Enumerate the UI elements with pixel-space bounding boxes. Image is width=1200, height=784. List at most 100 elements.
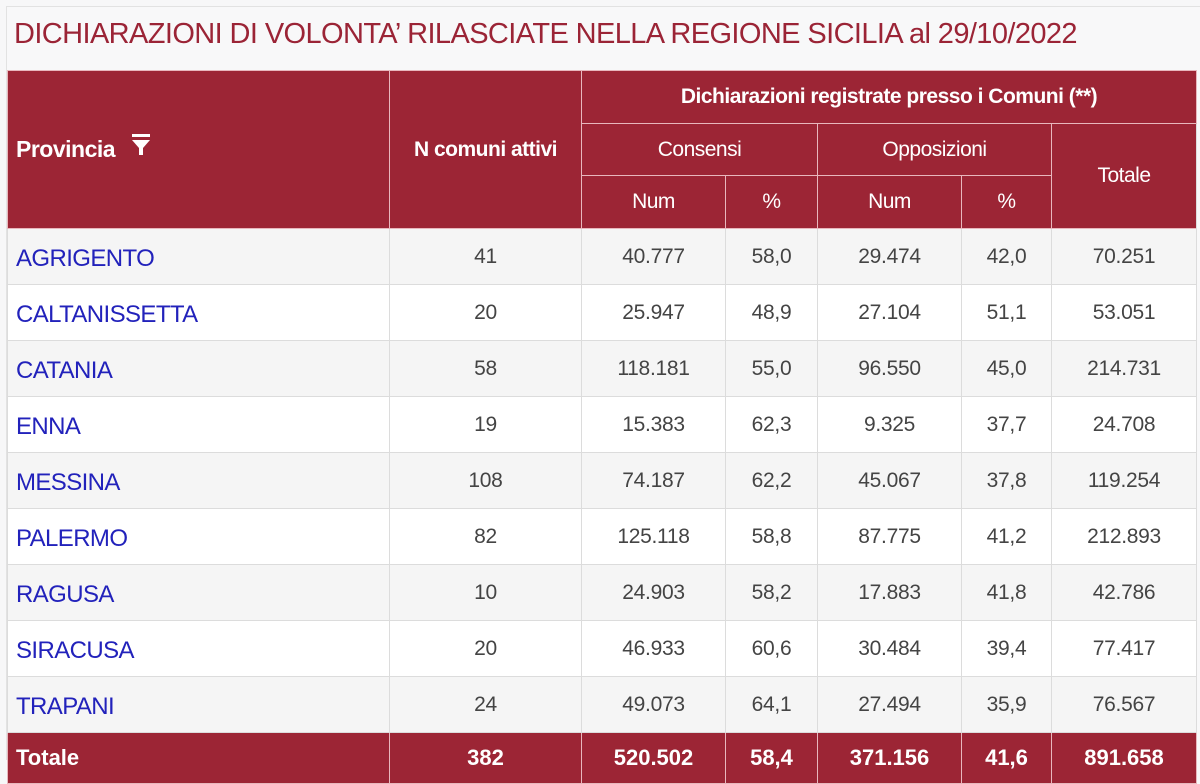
cell-consensi-num: 25.947 (581, 284, 726, 341)
cell-consensi-pct: 58,2 (725, 564, 818, 621)
totals-label: Totale (7, 732, 390, 784)
cell-opposizioni-pct: 39,4 (961, 620, 1052, 677)
cell-totale: 212.893 (1051, 508, 1197, 565)
provincia-link[interactable]: CATANIA (7, 340, 390, 397)
table-edge (1196, 340, 1199, 397)
provincia-label: Provincia (16, 136, 116, 162)
table-edge (1196, 676, 1199, 733)
cell-totale: 76.567 (1051, 676, 1197, 733)
column-group-dichiarazioni: Dichiarazioni registrate presso i Comuni… (581, 70, 1197, 124)
table-edge (1196, 732, 1199, 784)
cell-consensi-num: 46.933 (581, 620, 726, 677)
table-row: PALERMO 82 125.118 58,8 87.775 41,2 212.… (7, 508, 1199, 565)
table-row: CALTANISSETTA 20 25.947 48,9 27.104 51,1… (7, 284, 1199, 341)
table-edge (1196, 284, 1199, 341)
cell-comuni: 20 (389, 284, 582, 341)
cell-opposizioni-pct: 37,8 (961, 452, 1052, 509)
cell-opposizioni-num: 9.325 (817, 396, 962, 453)
table-edge (1196, 620, 1199, 677)
cell-consensi-pct: 62,3 (725, 396, 818, 453)
cell-opposizioni-num: 27.104 (817, 284, 962, 341)
cell-consensi-pct: 55,0 (725, 340, 818, 397)
table-edge (1196, 70, 1199, 229)
cell-totale: 70.251 (1051, 228, 1197, 285)
cell-consensi-pct: 60,6 (725, 620, 818, 677)
table-edge (1196, 228, 1199, 285)
cell-consensi-num: 118.181 (581, 340, 726, 397)
cell-opposizioni-num: 87.775 (817, 508, 962, 565)
cell-consensi-pct: 58,0 (725, 228, 818, 285)
column-header-provincia[interactable]: Provincia (7, 70, 390, 229)
cell-totale: 119.254 (1051, 452, 1197, 509)
total-totale: 891.658 (1051, 732, 1197, 784)
cell-totale: 77.417 (1051, 620, 1197, 677)
cell-totale: 214.731 (1051, 340, 1197, 397)
cell-consensi-num: 15.383 (581, 396, 726, 453)
column-group-consensi: Consensi (581, 123, 818, 176)
cell-opposizioni-pct: 45,0 (961, 340, 1052, 397)
cell-opposizioni-pct: 51,1 (961, 284, 1052, 341)
cell-consensi-num: 74.187 (581, 452, 726, 509)
cell-totale: 24.708 (1051, 396, 1197, 453)
provincia-link[interactable]: ENNA (7, 396, 390, 453)
cell-comuni: 10 (389, 564, 582, 621)
provincia-link[interactable]: MESSINA (7, 452, 390, 509)
provincia-link[interactable]: PALERMO (7, 508, 390, 565)
cell-consensi-pct: 64,1 (725, 676, 818, 733)
total-comuni: 382 (389, 732, 582, 784)
column-header-consensi-pct: % (725, 175, 818, 229)
column-group-opposizioni: Opposizioni (817, 123, 1052, 176)
cell-opposizioni-pct: 41,2 (961, 508, 1052, 565)
cell-opposizioni-num: 45.067 (817, 452, 962, 509)
table-edge (1196, 564, 1199, 621)
column-header-opposizioni-num: Num (817, 175, 962, 229)
table-row: ENNA 19 15.383 62,3 9.325 37,7 24.708 (7, 396, 1199, 453)
cell-comuni: 41 (389, 228, 582, 285)
table-row: MESSINA 108 74.187 62,2 45.067 37,8 119.… (7, 452, 1199, 509)
cell-comuni: 24 (389, 676, 582, 733)
column-header-totale: Totale (1051, 123, 1197, 229)
cell-opposizioni-num: 30.484 (817, 620, 962, 677)
table-row: AGRIGENTO 41 40.777 58,0 29.474 42,0 70.… (7, 228, 1199, 285)
table-row: CATANIA 58 118.181 55,0 96.550 45,0 214.… (7, 340, 1199, 397)
cell-comuni: 20 (389, 620, 582, 677)
provincia-link[interactable]: SIRACUSA (7, 620, 390, 677)
cell-consensi-pct: 48,9 (725, 284, 818, 341)
page-title: DICHIARAZIONI DI VOLONTA’ RILASCIATE NEL… (14, 18, 1078, 50)
cell-comuni: 58 (389, 340, 582, 397)
table-edge (1196, 452, 1199, 509)
cell-consensi-num: 24.903 (581, 564, 726, 621)
table-edge (1196, 396, 1199, 453)
cell-consensi-num: 40.777 (581, 228, 726, 285)
provincia-link[interactable]: AGRIGENTO (7, 228, 390, 285)
filter-icon[interactable] (131, 133, 151, 163)
cell-consensi-pct: 58,8 (725, 508, 818, 565)
total-consensi-pct: 58,4 (725, 732, 818, 784)
provincia-link[interactable]: TRAPANI (7, 676, 390, 733)
cell-consensi-pct: 62,2 (725, 452, 818, 509)
column-header-opposizioni-pct: % (961, 175, 1052, 229)
column-header-n-comuni: N comuni attivi (389, 70, 582, 229)
cell-opposizioni-num: 17.883 (817, 564, 962, 621)
cell-opposizioni-pct: 35,9 (961, 676, 1052, 733)
provincia-link[interactable]: CALTANISSETTA (7, 284, 390, 341)
table-row: SIRACUSA 20 46.933 60,6 30.484 39,4 77.4… (7, 620, 1199, 677)
cell-opposizioni-num: 27.494 (817, 676, 962, 733)
cell-consensi-num: 125.118 (581, 508, 726, 565)
cell-comuni: 108 (389, 452, 582, 509)
cell-opposizioni-pct: 37,7 (961, 396, 1052, 453)
table-row: TRAPANI 24 49.073 64,1 27.494 35,9 76.56… (7, 676, 1199, 733)
total-opposizioni-pct: 41,6 (961, 732, 1052, 784)
dichiarazioni-table: Provincia N comuni attivi Dichiarazioni … (7, 70, 1199, 784)
total-opposizioni-num: 371.156 (817, 732, 962, 784)
provincia-link[interactable]: RAGUSA (7, 564, 390, 621)
totals-row: Totale 382 520.502 58,4 371.156 41,6 891… (7, 732, 1199, 784)
cell-totale: 42.786 (1051, 564, 1197, 621)
cell-totale: 53.051 (1051, 284, 1197, 341)
cell-opposizioni-num: 96.550 (817, 340, 962, 397)
table-row: RAGUSA 10 24.903 58,2 17.883 41,8 42.786 (7, 564, 1199, 621)
cell-opposizioni-num: 29.474 (817, 228, 962, 285)
cell-opposizioni-pct: 42,0 (961, 228, 1052, 285)
total-consensi-num: 520.502 (581, 732, 726, 784)
cell-comuni: 82 (389, 508, 582, 565)
